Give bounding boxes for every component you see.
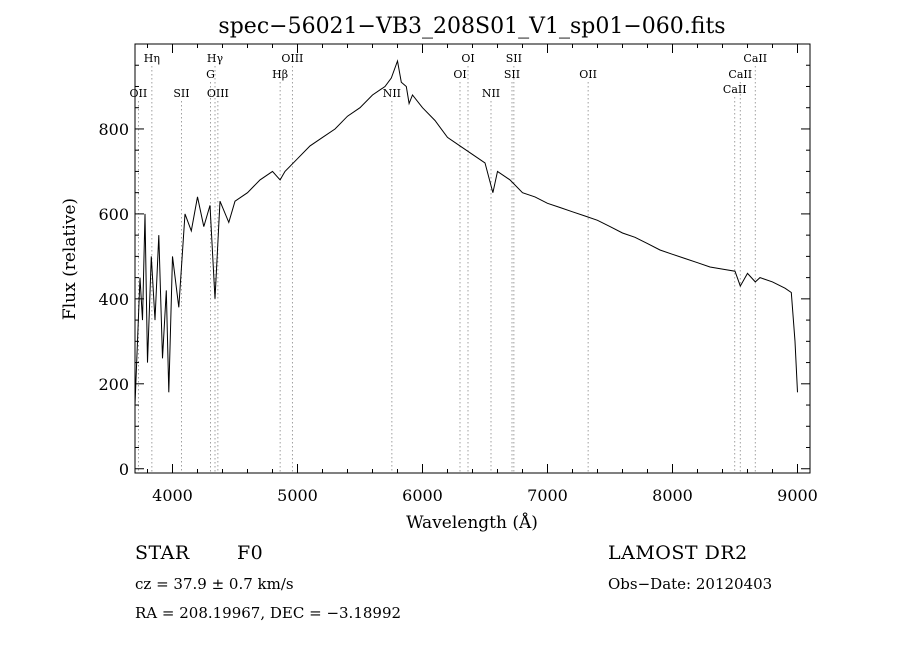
x-axis-label: Wavelength (Å)	[406, 512, 538, 533]
y-tick-label-2: 400	[98, 290, 129, 309]
object-class: STAR	[135, 542, 190, 564]
line-label-13: SII	[504, 68, 520, 81]
object-subclass: F0	[237, 542, 264, 564]
y-tick-label-4: 800	[98, 120, 129, 139]
line-label-15: CaII	[743, 52, 767, 65]
line-label-12: SII	[506, 52, 522, 65]
line-label-2: SII	[173, 87, 189, 100]
x-tick-label-3: 7000	[527, 486, 568, 505]
x-axis: 4000 5000 6000 7000 8000 9000	[147, 44, 818, 505]
coordinates: RA = 208.19967, DEC = −3.18992	[135, 604, 402, 622]
line-label-17: CaII	[723, 83, 747, 96]
plot-frame	[134, 43, 811, 474]
redshift-cz: cz = 37.9 ± 0.7 km/s	[135, 575, 294, 593]
line-label-7: Hβ	[272, 68, 288, 81]
observation-date: Obs−Date: 20120403	[608, 575, 773, 593]
y-tick-label-1: 200	[98, 375, 129, 394]
line-label-8: NII	[383, 87, 401, 100]
line-label-16: CaII	[728, 68, 752, 81]
y-tick-label-0: 0	[119, 460, 129, 479]
x-tick-label-2: 6000	[402, 486, 443, 505]
x-tick-label-5: 9000	[777, 486, 818, 505]
line-label-1: Hη	[144, 52, 160, 65]
line-label-14: OII	[579, 68, 597, 81]
x-tick-label-1: 5000	[277, 486, 318, 505]
y-tick-label-3: 600	[98, 205, 129, 224]
line-label-9: OI	[461, 52, 474, 65]
x-tick-label-0: 4000	[152, 486, 193, 505]
line-labels: OII Hη SII Hγ G OIII OIII Hβ NII OI OI NII SII SII OII…	[130, 52, 768, 100]
x-tick-label-4: 8000	[652, 486, 693, 505]
survey-name: LAMOST DR2	[608, 542, 748, 564]
line-label-11: NII	[482, 87, 500, 100]
line-label-5: OIII	[207, 87, 229, 100]
line-label-6: OIII	[281, 52, 303, 65]
spectrum-line	[134, 59, 798, 406]
chart-title: spec−56021−VB3_208S01_V1_sp01−060.fits	[218, 14, 725, 39]
line-label-4: G	[206, 68, 215, 81]
line-label-0: OII	[130, 87, 148, 100]
line-label-10: OI	[453, 68, 466, 81]
y-axis-label: Flux (relative)	[60, 198, 80, 320]
y-axis: 0 200 400 600 800	[98, 64, 810, 479]
line-label-3: Hγ	[207, 52, 224, 65]
line-markers	[137, 66, 756, 473]
